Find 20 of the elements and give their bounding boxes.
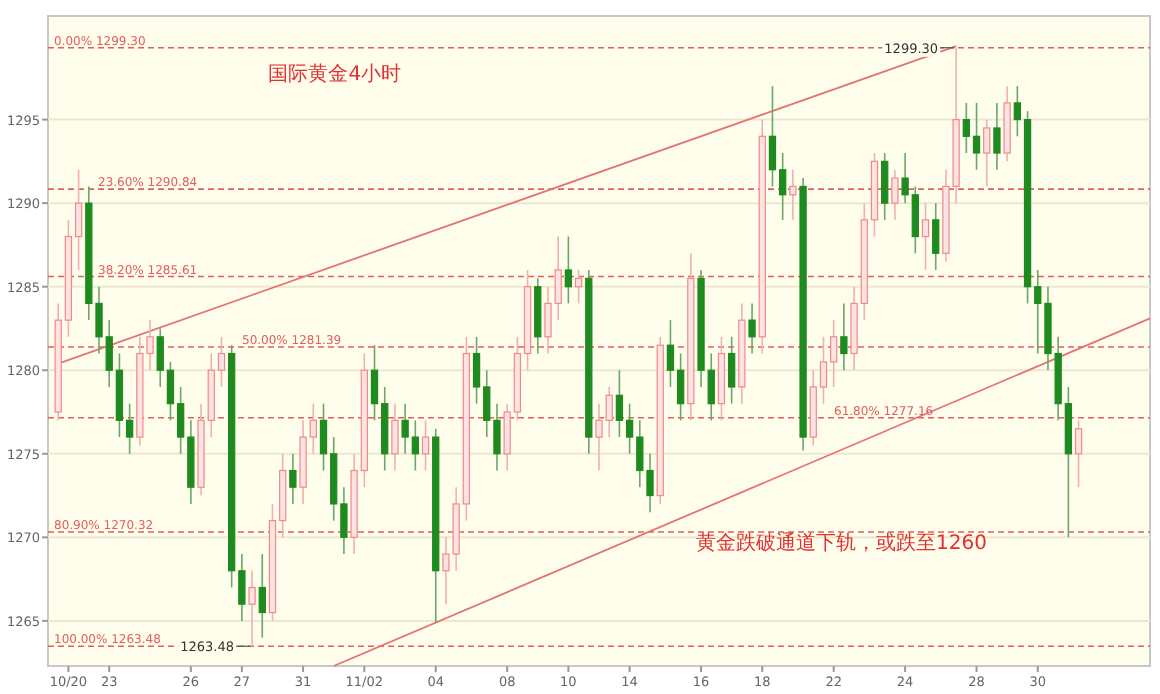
candlestick	[248, 569, 256, 648]
candlestick	[840, 302, 848, 372]
candlestick	[993, 102, 1001, 171]
candlestick	[421, 419, 430, 472]
candlestick	[881, 152, 889, 221]
candlestick	[258, 553, 266, 639]
candlestick	[391, 402, 399, 472]
candlestick	[574, 269, 583, 305]
candlestick	[564, 235, 573, 305]
candlestick	[748, 302, 756, 355]
candlestick	[891, 168, 899, 221]
candlestick	[789, 168, 797, 221]
candlestick	[1074, 419, 1083, 489]
text: 国际黄金4小时	[268, 62, 402, 86]
annotation: 黄金跌破通道下轨，或跌至1260	[695, 531, 987, 555]
candlestick	[289, 452, 297, 505]
candlestick	[727, 336, 736, 405]
candlestick	[921, 202, 930, 271]
candlestick	[932, 202, 940, 271]
candlestick	[983, 118, 991, 188]
